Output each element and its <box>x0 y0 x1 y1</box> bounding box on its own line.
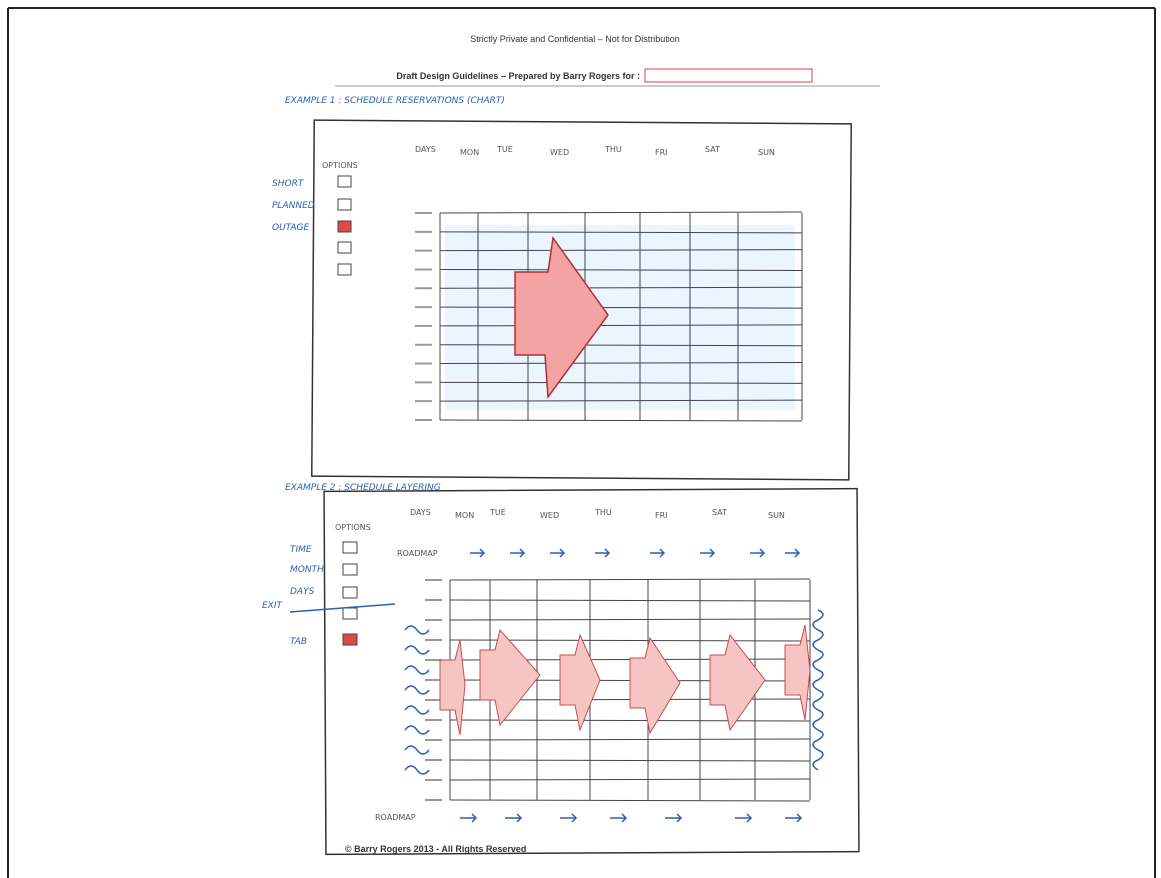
day-label: MON <box>460 148 479 157</box>
option-label: TAB <box>290 637 307 647</box>
notice: Strictly Private and Confidential – Not … <box>470 34 680 44</box>
day-label: THU <box>594 508 612 517</box>
option-label: PLANNED <box>272 201 315 211</box>
day-label: SAT <box>705 145 720 154</box>
option-label: OUTAGE <box>272 223 309 233</box>
day-label: THU <box>604 145 622 154</box>
option-label: MONTH <box>290 565 324 575</box>
day-label: DAYS <box>410 508 431 517</box>
day-label: MON <box>455 511 474 520</box>
options-label: OPTIONS <box>322 161 358 170</box>
day-label: TUE <box>496 145 513 154</box>
row-label: ROADMAP <box>397 549 438 558</box>
day-label: SUN <box>758 148 775 157</box>
day-label: FRI <box>655 511 668 520</box>
day-label: WED <box>550 148 569 157</box>
day-label: DAYS <box>415 145 436 154</box>
day-label: WED <box>540 511 559 520</box>
row-label: ROADMAP <box>375 813 416 822</box>
option-label: EXIT <box>262 601 284 611</box>
option-label: TIME <box>290 545 312 555</box>
page: {"header": {"notice": "Strictly Private … <box>0 0 1161 878</box>
document: Strictly Private and Confidential – Not … <box>0 0 1161 878</box>
day-label: SUN <box>768 511 785 520</box>
checkbox <box>343 634 357 645</box>
day-label: SAT <box>712 508 727 517</box>
footer: © Barry Rogers 2013 - All Rights Reserve… <box>345 844 526 854</box>
background <box>0 0 1161 878</box>
day-label: FRI <box>655 148 668 157</box>
doc-title: Draft Design Guidelines – Prepared by Ba… <box>396 71 640 81</box>
options-label: OPTIONS <box>335 523 371 532</box>
checkbox <box>338 221 351 232</box>
option-label: DAYS <box>290 587 315 597</box>
caption: EXAMPLE 1 : SCHEDULE RESERVATIONS (CHART… <box>285 96 505 106</box>
day-label: TUE <box>489 508 506 517</box>
option-label: SHORT <box>272 179 305 189</box>
